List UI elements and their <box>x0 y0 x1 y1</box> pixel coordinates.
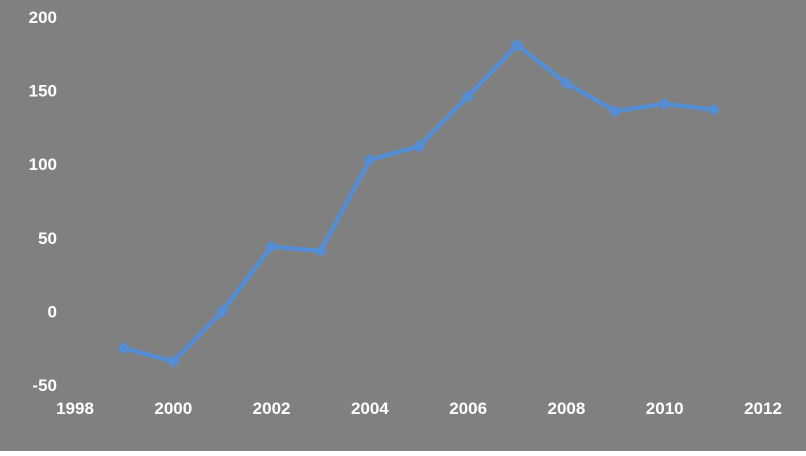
data-point-marker <box>461 89 475 103</box>
data-point-marker <box>658 97 672 111</box>
y-axis-tick-label: 100 <box>29 155 57 174</box>
data-point-marker <box>215 304 229 318</box>
data-point-marker <box>117 341 131 355</box>
x-axis-tick-label: 2004 <box>351 399 389 418</box>
x-axis-tick-label: 2010 <box>646 399 684 418</box>
x-axis-tick-label: 2012 <box>744 399 782 418</box>
data-point-marker <box>265 240 279 254</box>
y-axis-tick-label: 200 <box>29 8 57 27</box>
y-axis-tick-label: 50 <box>38 229 57 248</box>
x-axis-tick-label: 2006 <box>449 399 487 418</box>
data-point-marker <box>510 38 524 52</box>
data-point-marker <box>363 153 377 167</box>
data-point-marker <box>707 103 721 117</box>
data-point-marker <box>559 76 573 90</box>
data-point-marker <box>412 140 426 154</box>
x-axis-tick-label: 1998 <box>56 399 94 418</box>
data-point-marker <box>166 354 180 368</box>
data-point-marker <box>314 244 328 258</box>
x-axis-tick-label: 2000 <box>154 399 192 418</box>
y-axis-tick-label: 0 <box>48 302 57 321</box>
y-axis-tick-label: 150 <box>29 82 57 101</box>
data-point-marker <box>609 104 623 118</box>
y-axis-tick-label: -50 <box>32 376 57 395</box>
x-axis-tick-label: 2002 <box>253 399 291 418</box>
x-axis-tick-label: 2008 <box>548 399 586 418</box>
